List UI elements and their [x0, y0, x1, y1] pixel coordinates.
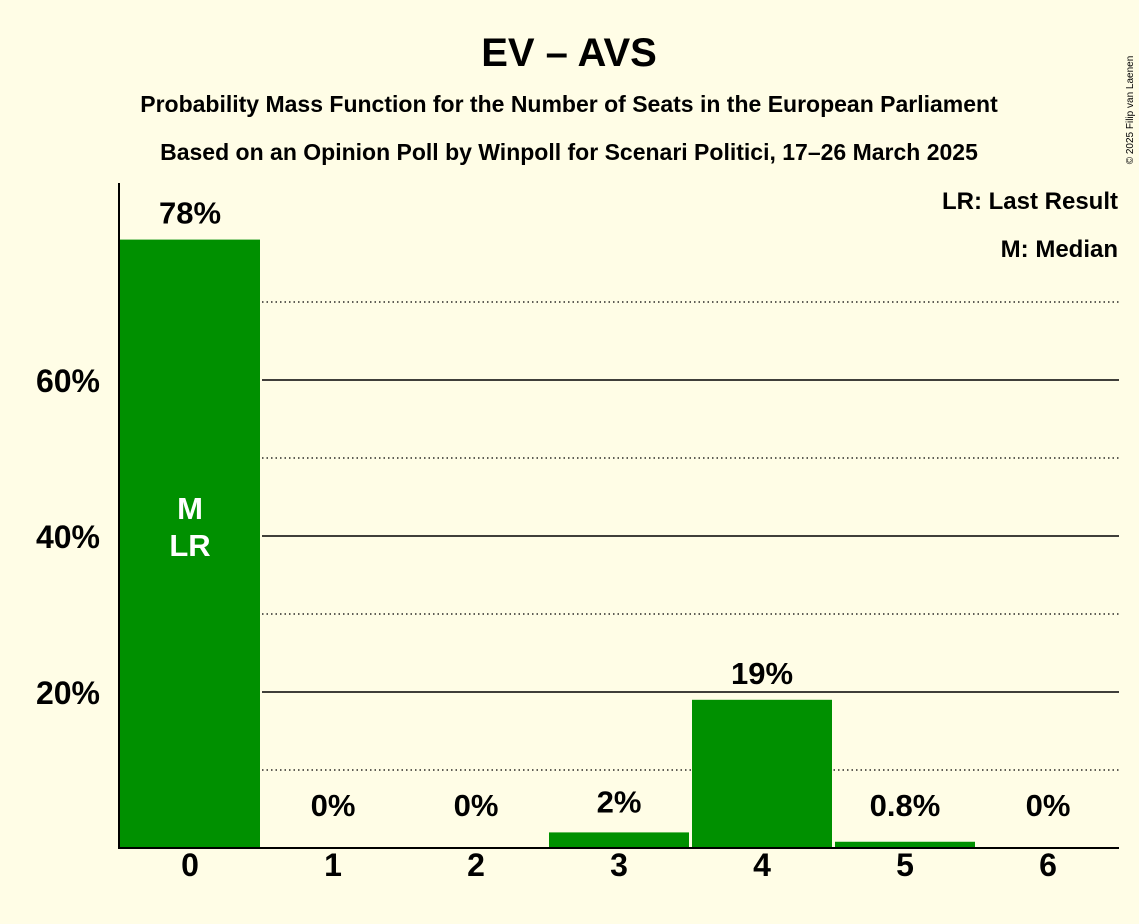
bar-3	[549, 832, 689, 848]
value-label-1: 0%	[311, 788, 356, 823]
x-tick-label-1: 1	[324, 847, 342, 883]
value-label-4: 19%	[731, 656, 793, 691]
x-tick-label-5: 5	[896, 847, 914, 883]
y-tick-label: 20%	[36, 675, 100, 711]
value-label-0: 78%	[159, 196, 221, 231]
bar-annotation-m: M	[177, 491, 203, 526]
value-label-6: 0%	[1026, 788, 1071, 823]
legend-median: M: Median	[1001, 236, 1118, 263]
chart-subtitle-1: Probability Mass Function for the Number…	[140, 91, 998, 117]
x-tick-label-2: 2	[467, 847, 485, 883]
x-tick-label-4: 4	[753, 847, 771, 883]
x-tick-label-6: 6	[1039, 847, 1057, 883]
legend-last-result: LR: Last Result	[942, 188, 1118, 215]
value-labels: 78% 0% 0% 2% 19% 0.8% 0% MLR	[159, 196, 1070, 823]
chart-subtitle-2: Based on an Opinion Poll by Winpoll for …	[160, 139, 978, 165]
y-axis-ticks: 20% 40% 60%	[36, 363, 100, 711]
copyright-notice: © 2025 Filip van Laenen	[1125, 56, 1136, 165]
y-tick-label: 40%	[36, 519, 100, 555]
y-tick-label: 60%	[36, 363, 100, 399]
bar-4	[692, 700, 832, 848]
x-tick-label-3: 3	[610, 847, 628, 883]
value-label-2: 0%	[454, 788, 499, 823]
x-axis-ticks: 0 1 2 3 4 5 6	[181, 847, 1057, 883]
bars	[120, 240, 975, 848]
gridlines	[262, 302, 1119, 770]
value-label-3: 2%	[597, 784, 642, 819]
value-label-5: 0.8%	[870, 788, 941, 823]
chart-title: EV – AVS	[481, 31, 657, 75]
bar-annotation-lr: LR	[169, 528, 210, 563]
x-tick-label-0: 0	[181, 847, 199, 883]
